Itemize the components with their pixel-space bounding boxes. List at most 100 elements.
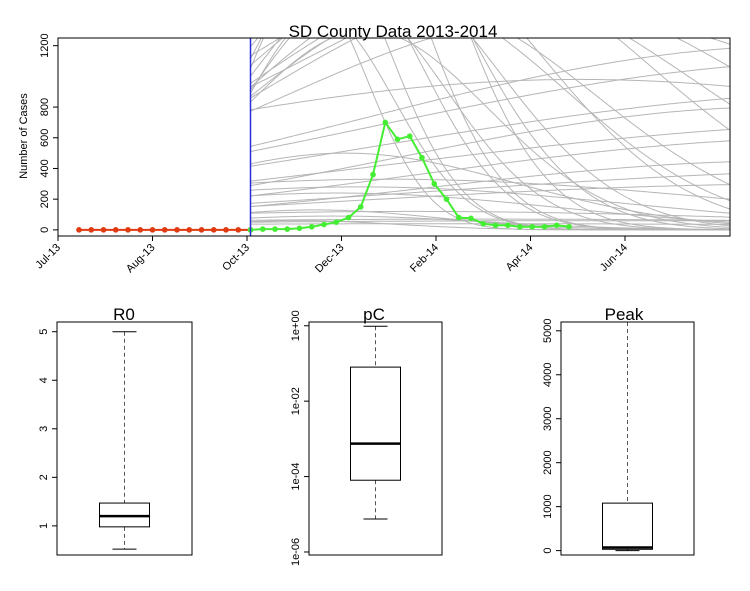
simulated-curve [250,186,730,214]
boxplot-y-tick-label: 1000 [542,494,554,518]
y-tick-label: 1200 [39,33,51,57]
simulated-curve [250,140,730,197]
observed-point [186,227,193,233]
simulated-curve [470,38,730,231]
boxplot-y-tick-label: 3000 [542,406,554,430]
simulated-curve [250,38,730,231]
simulated-curve [250,210,730,218]
observed-point [541,223,548,230]
simulated-curve [250,38,730,202]
observed-point [88,227,95,233]
observed-point [394,136,401,143]
observed-point [272,226,278,232]
boxplot-y-tick-label: 3 [38,426,50,432]
time-series-panel: SD County Data 2013-2014 Number of Cases… [18,22,731,275]
boxplot-y-tick-label: 1e+00 [290,310,302,341]
x-tick-label: Dec-13 [313,242,347,276]
boxplot-y-tick-label: 4 [38,377,50,383]
boxplot-peak-title: Peak [605,305,644,324]
boxplot-y-tick-label: 1 [38,523,50,529]
observed-series [76,119,572,233]
observed-point [223,227,229,233]
observed-point [529,223,536,230]
boxplot-frame [56,321,193,556]
boxplot-r0-panel: R0 1 2 3 4 5 [38,305,193,556]
simulated-curve [250,215,730,230]
observed-point [174,227,180,233]
observed-point [480,220,487,227]
simulated-curve [250,107,730,187]
boxplot-box [350,366,401,481]
observed-point [357,204,364,210]
simulated-curve [250,78,730,111]
simulated-curve [250,97,730,167]
y-tick-label: 600 [39,129,51,147]
observed-point [333,219,340,225]
simulated-curve [250,66,730,152]
boxplot-pc-title: pC [363,305,385,324]
y-tick-label: 0 [39,227,51,233]
simulated-curve [250,128,730,182]
observed-point [125,227,131,233]
observed-point [308,223,315,230]
y-tick-label: 200 [39,190,51,208]
y-tick-label: 800 [39,98,51,116]
boxplot-y-tick-label: 1e-04 [290,462,302,490]
observed-point [345,214,352,221]
simulated-curve [250,38,730,227]
observed-point [504,222,511,229]
x-tick-label: Feb-14 [408,242,441,275]
x-tick-label: Aug-13 [124,242,158,276]
boxplot-y-tick-label: 5000 [542,319,554,343]
y-tick-label: 400 [39,159,51,177]
observed-point [492,222,499,229]
observed-point [455,214,462,221]
observed-point [443,196,450,202]
observed-point [100,227,107,233]
observed-point [76,227,82,233]
observed-point [370,171,376,178]
boxplot-peak-panel: Peak 0 1000 2000 3000 4000 5000 [542,305,695,556]
observed-point [321,221,327,228]
x-tick-label: Jul-13 [33,242,63,272]
boxplot-y-tick-label: 1e-02 [290,387,302,415]
simulated-curve [250,220,730,231]
observed-point [468,215,474,222]
observed-point [161,227,168,233]
boxplot-y-tick-label: 2 [38,474,50,480]
simulated-curve [250,184,730,207]
boxplot-pc-panel: pC 1e-06 1e-04 1e-02 1e+00 [290,305,443,566]
observed-point [149,227,156,233]
simulated-curve [250,161,730,208]
simulated-curve [250,192,730,223]
observed-point [137,227,144,233]
observed-point [296,225,303,232]
boxplot-y-tick-label: 1e-06 [290,538,302,566]
simulated-curve [250,38,730,210]
observed-point [517,223,523,230]
x-tick-label: Oct-13 [220,242,252,274]
boxplot-frame [308,321,443,556]
time-series-title: SD County Data 2013-2014 [289,22,498,41]
simulated-curve [250,218,730,221]
simulated-curves [250,38,730,231]
observed-point [259,226,266,232]
time-series-plot-frame [57,37,731,237]
observed-point [431,181,438,187]
observed-point [419,154,425,161]
observed-point [553,222,560,229]
simulated-curve [250,38,348,88]
simulated-curve [250,178,730,200]
observed-point [284,226,291,232]
simulated-curve [250,38,730,99]
observed-point [198,227,205,233]
time-series-axes: Jul-13 Aug-13 Oct-13 Dec-13 Feb-14 Apr-14 Jun-… [33,33,630,275]
observed-point [112,227,119,233]
boxplot-r0-title: R0 [113,305,135,324]
time-series-y-axis-label: Number of Cases [18,93,30,179]
simulated-curve [250,38,730,231]
simulated-curve [250,38,730,105]
x-tick-label: Apr-14 [504,242,536,274]
simulated-curve [250,38,730,112]
